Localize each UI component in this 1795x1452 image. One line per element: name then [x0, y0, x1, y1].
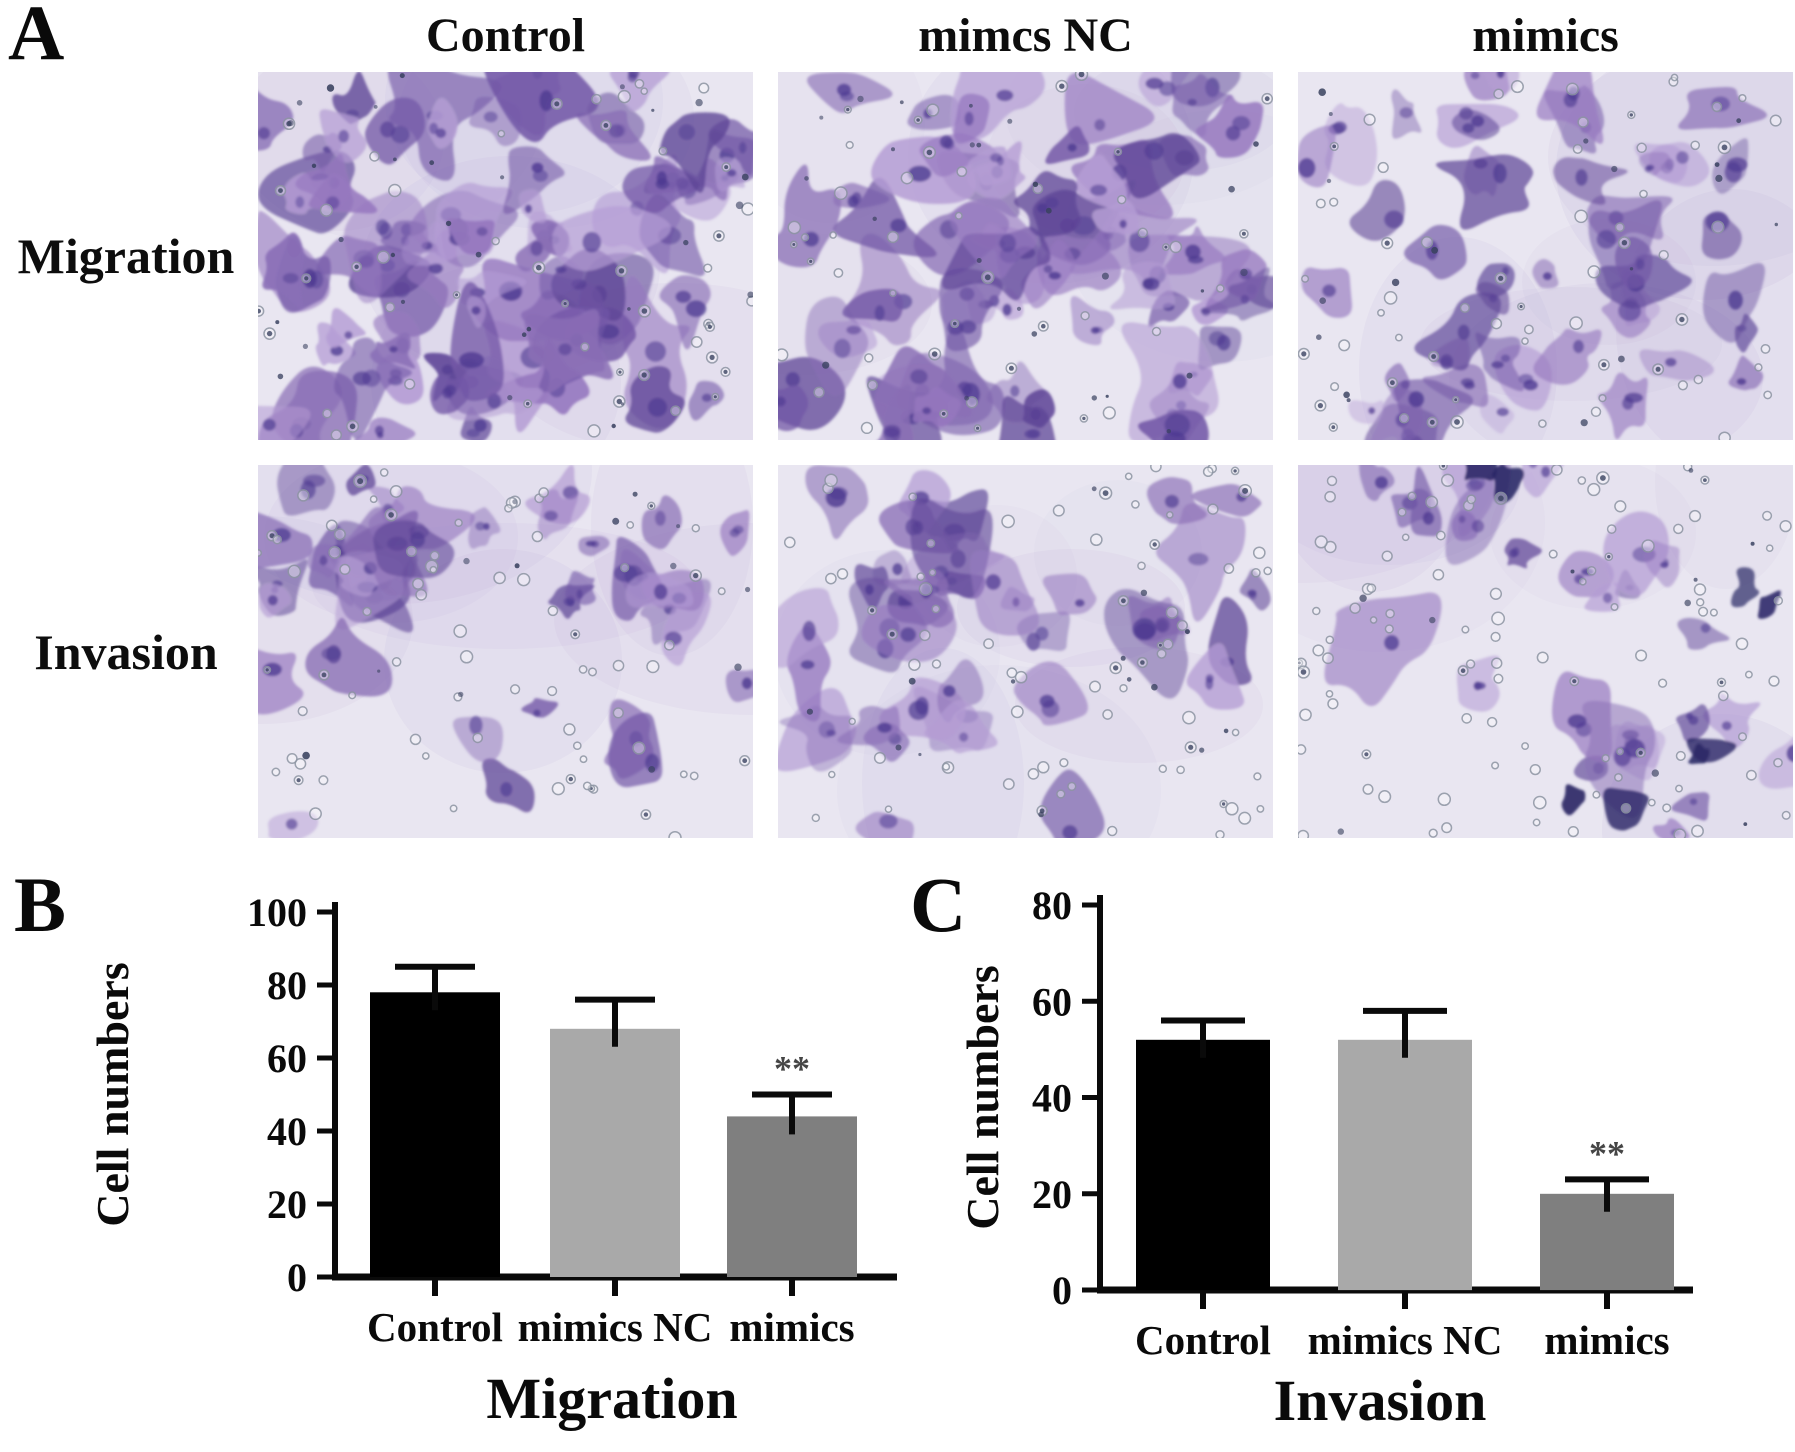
micrograph-migration-control	[258, 72, 753, 440]
bar-control	[1136, 1039, 1270, 1291]
y-tick-label: 20	[267, 1182, 307, 1227]
bar-mimics-nc	[1338, 1039, 1472, 1291]
y-tick-label: 0	[287, 1255, 307, 1300]
micrograph-invasion-mimics	[1298, 465, 1793, 838]
x-category-label: Control	[1135, 1317, 1271, 1363]
bar-chart-invasion: 0 20 40 60 80 Cell numbers Control mimics NC ** m…	[957, 883, 1693, 1433]
micrograph-migration-mimcs-nc	[778, 72, 1273, 440]
y-axis-label: Cell numbers	[957, 965, 1008, 1230]
bar-mimics-nc	[550, 1028, 680, 1277]
panel-b-label: B	[14, 861, 67, 948]
y-axis-label: Cell numbers	[87, 962, 138, 1227]
x-category-label: mimics NC	[1308, 1317, 1503, 1363]
row-label-invasion: Invasion	[34, 623, 218, 680]
y-tick-label: 0	[1052, 1268, 1072, 1313]
x-category-label: mimics	[1544, 1317, 1669, 1363]
micrograph-invasion-control	[258, 465, 753, 838]
micrograph-migration-mimics	[1298, 72, 1793, 440]
micrograph-invasion-mimcs-nc	[778, 465, 1273, 838]
column-header-mimcs-nc: mimcs NC	[918, 8, 1133, 62]
column-header-mimics: mimics	[1472, 8, 1619, 62]
x-category-label: mimics	[729, 1304, 854, 1350]
y-tick-label: 80	[1032, 883, 1072, 928]
y-tick-label: 40	[1032, 1076, 1072, 1121]
y-tick-label: 100	[247, 890, 307, 935]
y-tick-label: 60	[1032, 979, 1072, 1024]
y-tick-label: 40	[267, 1109, 307, 1154]
column-header-control: Control	[425, 8, 586, 62]
x-category-label: mimics NC	[518, 1304, 713, 1350]
panel-c-label: C	[910, 861, 967, 948]
chart-title: Migration	[486, 1366, 737, 1431]
y-tick-label: 20	[1032, 1172, 1072, 1217]
x-category-label: Control	[367, 1304, 503, 1350]
chart-title: Invasion	[1274, 1368, 1487, 1433]
significance-marker: **	[774, 1049, 810, 1089]
y-tick-label: 80	[267, 963, 307, 1008]
bar-control	[370, 992, 500, 1277]
y-tick-label: 60	[267, 1036, 307, 1081]
bar-mimics	[727, 1116, 857, 1277]
bar-chart-migration: 0 20 40 60 80 100 Cell numbers Control mimics NC…	[87, 890, 897, 1431]
row-label-migration: Migration	[17, 228, 235, 284]
significance-marker: **	[1589, 1133, 1625, 1173]
panel-a-label: A	[8, 0, 65, 76]
